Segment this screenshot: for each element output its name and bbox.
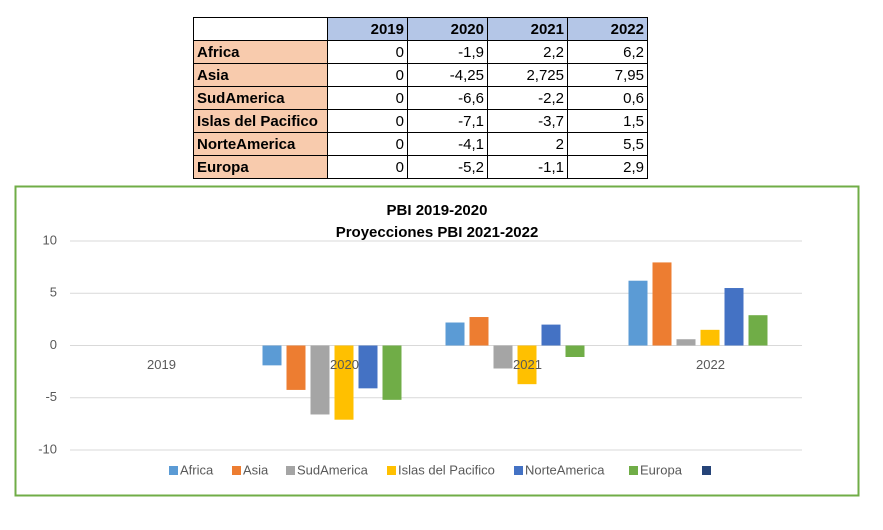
data-table: 2019 2020 2021 2022 Africa 0 -1,9 2,2 6,2 Asia 0 -4…	[193, 17, 648, 179]
table-cell: 2,9	[567, 155, 648, 179]
bar	[445, 322, 465, 346]
bar	[286, 345, 306, 390]
table-cell: 0	[327, 109, 408, 133]
bar	[565, 345, 585, 357]
legend-swatch	[387, 466, 396, 475]
bar	[493, 345, 513, 369]
table-cell: -1,9	[407, 40, 488, 64]
row-label: Europa	[193, 155, 328, 179]
y-tick-label: -5	[45, 389, 57, 404]
table-cell: 2,725	[487, 63, 568, 87]
legend-label: Africa	[180, 462, 214, 477]
table-cell: -5,2	[407, 155, 488, 179]
x-tick-label: 2021	[513, 357, 542, 372]
table-row: SudAmerica 0 -6,6 -2,2 0,6	[193, 86, 648, 110]
column-header: 2022	[567, 17, 648, 41]
y-tick-label: -10	[38, 441, 57, 456]
bar	[676, 339, 696, 346]
bar	[310, 345, 330, 415]
bar	[748, 315, 768, 346]
bar	[724, 288, 744, 346]
bar	[358, 345, 378, 389]
table-cell: 2,2	[487, 40, 568, 64]
bar	[382, 345, 402, 400]
table-cell: -4,25	[407, 63, 488, 87]
legend-swatch	[514, 466, 523, 475]
row-label: SudAmerica	[193, 86, 328, 110]
x-tick-label: 2019	[147, 357, 176, 372]
legend-label: Islas del Pacifico	[398, 462, 495, 477]
bar	[628, 280, 648, 346]
table-cell: -1,1	[487, 155, 568, 179]
legend-swatch	[629, 466, 638, 475]
corner-cell	[193, 17, 328, 41]
bar	[700, 329, 720, 346]
legend-swatch	[169, 466, 178, 475]
table-cell: -4,1	[407, 132, 488, 156]
bar	[262, 345, 282, 366]
column-header: 2021	[487, 17, 568, 41]
table-row: Africa 0 -1,9 2,2 6,2	[193, 40, 648, 64]
row-label: Islas del Pacifico	[193, 109, 328, 133]
row-label: NorteAmerica	[193, 132, 328, 156]
table-cell: 0	[327, 155, 408, 179]
table-cell: 2	[487, 132, 568, 156]
y-tick-label: 10	[43, 232, 57, 247]
table-cell: 6,2	[567, 40, 648, 64]
legend-swatch	[232, 466, 241, 475]
table-cell: -2,2	[487, 86, 568, 110]
legend-swatch	[286, 466, 295, 475]
bar	[652, 262, 672, 346]
x-tick-label: 2020	[330, 357, 359, 372]
bar	[334, 345, 354, 420]
y-tick-label: 5	[50, 285, 57, 300]
table-cell: 1,5	[567, 109, 648, 133]
table-row: NorteAmerica 0 -4,1 2 5,5	[193, 132, 648, 156]
table-cell: 0	[327, 132, 408, 156]
column-header: 2019	[327, 17, 408, 41]
row-label: Asia	[193, 63, 328, 87]
table-cell: 0,6	[567, 86, 648, 110]
table-row: Europa 0 -5,2 -1,1 2,9	[193, 155, 648, 179]
table-cell: 7,95	[567, 63, 648, 87]
table-cell: 0	[327, 40, 408, 64]
row-label: Africa	[193, 40, 328, 64]
y-tick-label: 0	[50, 337, 57, 352]
legend-swatch	[702, 466, 711, 475]
chart-title: PBI 2019-2020	[387, 202, 488, 219]
table-row: Asia 0 -4,25 2,725 7,95	[193, 63, 648, 87]
table-row: Islas del Pacifico 0 -7,1 -3,7 1,5	[193, 109, 648, 133]
bar	[541, 324, 561, 346]
table-cell: -7,1	[407, 109, 488, 133]
chart-subtitle: Proyecciones PBI 2021-2022	[336, 224, 539, 241]
x-tick-label: 2022	[696, 357, 725, 372]
table-cell: 0	[327, 63, 408, 87]
bar	[517, 345, 537, 385]
table-cell: 5,5	[567, 132, 648, 156]
header-row: 2019 2020 2021 2022	[193, 17, 648, 41]
legend-label: Europa	[640, 462, 683, 477]
table-cell: 0	[327, 86, 408, 110]
column-header: 2020	[407, 17, 488, 41]
table-cell: -6,6	[407, 86, 488, 110]
legend-label: Asia	[243, 462, 269, 477]
legend-label: SudAmerica	[297, 462, 369, 477]
bar	[469, 317, 489, 346]
legend-label: NorteAmerica	[525, 462, 605, 477]
table-cell: -3,7	[487, 109, 568, 133]
